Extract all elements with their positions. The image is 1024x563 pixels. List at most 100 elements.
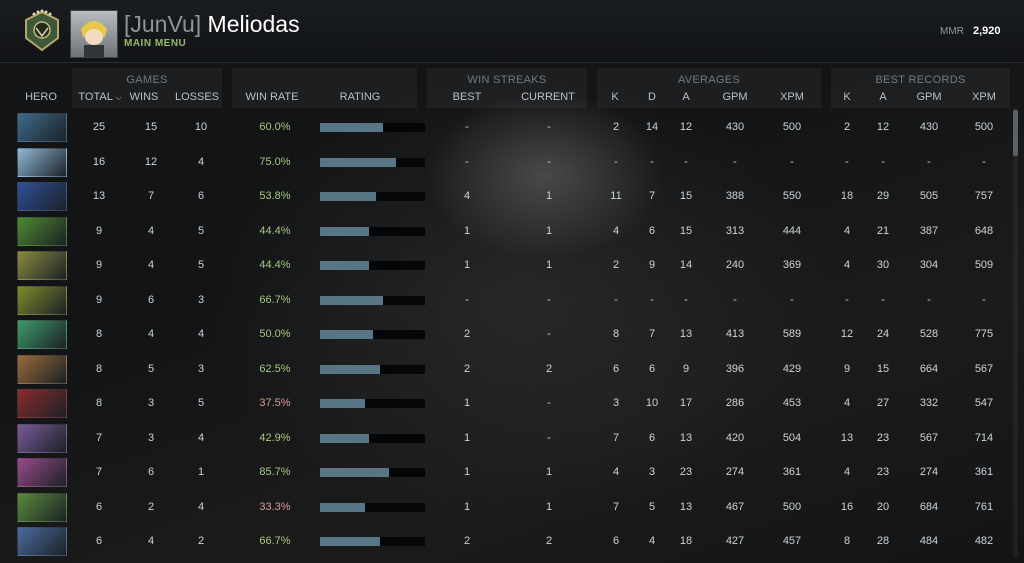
player-name: [JunVu] Meliodas bbox=[124, 11, 300, 38]
table-row[interactable]: 8 3 5 37.5% 1 - 3 10 17 286 453 4 27 332 547 bbox=[0, 386, 1010, 420]
cell-avg-k: 2 bbox=[612, 121, 620, 133]
hero-portrait-5-icon[interactable] bbox=[17, 251, 67, 280]
scrollbar-track[interactable] bbox=[1013, 108, 1018, 558]
avatar[interactable] bbox=[70, 10, 118, 58]
cell-avg-gpm: 420 bbox=[725, 431, 745, 444]
cell-streak-best: 4 bbox=[463, 190, 471, 202]
hero-portrait-7-icon[interactable] bbox=[17, 320, 67, 349]
cell-streak-current: 1 bbox=[545, 224, 553, 237]
cell-best-gpm: - bbox=[927, 155, 931, 168]
cell-best-xpm: 567 bbox=[974, 362, 994, 375]
rating-bar bbox=[320, 192, 425, 201]
col-header-rating[interactable]: RATING bbox=[339, 91, 381, 103]
col-header-avg-k[interactable]: K bbox=[611, 91, 619, 103]
table-row[interactable]: 8 4 4 50.0% 2 - 8 7 13 413 589 12 24 528 775 bbox=[0, 317, 1010, 351]
cell-avg-gpm: 286 bbox=[725, 397, 745, 409]
main-menu-link[interactable]: MAIN MENU bbox=[124, 38, 187, 49]
cell-best-k: 4 bbox=[843, 397, 851, 409]
cell-best-xpm: 714 bbox=[974, 431, 994, 444]
cell-avg-gpm: 413 bbox=[725, 328, 745, 340]
cell-wins: 3 bbox=[147, 397, 155, 409]
cell-avg-gpm: - bbox=[733, 293, 737, 306]
col-header-best-xpm[interactable]: XPM bbox=[972, 91, 996, 103]
cell-win-rate: 60.0% bbox=[259, 121, 291, 133]
hero-portrait-12-icon[interactable] bbox=[17, 492, 67, 522]
cell-best-gpm: 664 bbox=[919, 362, 939, 375]
cell-best-xpm: 648 bbox=[974, 224, 994, 237]
cell-avg-a: 15 bbox=[679, 190, 693, 202]
col-header-total[interactable]: TOTAL ⌵ bbox=[74, 91, 126, 103]
cell-avg-k: 11 bbox=[610, 190, 622, 202]
hero-portrait-3-icon[interactable] bbox=[17, 182, 67, 211]
col-header-best-a[interactable]: A bbox=[879, 91, 887, 103]
hero-portrait-13-icon[interactable] bbox=[17, 527, 67, 556]
cell-streak-best: 2 bbox=[463, 362, 471, 375]
cell-total: 7 bbox=[95, 431, 103, 444]
cell-avg-d: 3 bbox=[648, 466, 656, 478]
cell-best-gpm: - bbox=[927, 293, 931, 306]
cell-wins: 6 bbox=[147, 293, 155, 306]
table-row[interactable]: 6 2 4 33.3% 1 1 7 5 13 467 500 16 20 684 761 bbox=[0, 490, 1010, 524]
mmr-value: 2,920 bbox=[973, 25, 1001, 37]
cell-streak-current: - bbox=[547, 328, 551, 340]
col-header-avg-a[interactable]: A bbox=[682, 91, 690, 103]
profile-header: [JunVu] Meliodas MAIN MENU MMR 2,920 bbox=[0, 0, 1024, 63]
table-row[interactable]: 6 4 2 66.7% 2 2 6 4 18 427 457 8 28 484 482 bbox=[0, 524, 1010, 558]
table-row[interactable]: 13 7 6 53.8% 4 1 11 7 15 388 550 18 29 505 757 bbox=[0, 179, 1010, 213]
cell-best-k: 16 bbox=[840, 500, 854, 513]
hero-portrait-4-icon[interactable] bbox=[17, 216, 67, 246]
table-row[interactable]: 7 3 4 42.9% 1 - 7 6 13 420 504 13 23 567 714 bbox=[0, 421, 1010, 455]
hero-portrait-6-icon[interactable] bbox=[17, 285, 67, 315]
rating-bar bbox=[320, 226, 425, 236]
cell-avg-xpm: 589 bbox=[782, 328, 802, 340]
cell-streak-current: 2 bbox=[545, 362, 553, 375]
cell-best-xpm: - bbox=[982, 155, 986, 168]
cell-losses: 4 bbox=[197, 155, 205, 168]
scrollbar-thumb[interactable] bbox=[1013, 110, 1018, 156]
cell-best-a: 29 bbox=[876, 190, 890, 202]
table-row[interactable]: 7 6 1 85.7% 1 1 4 3 23 274 361 4 23 274 361 bbox=[0, 455, 1010, 489]
col-header-avg-xpm[interactable]: XPM bbox=[780, 91, 804, 103]
rating-group-panel bbox=[232, 68, 417, 108]
averages-group-label: AVERAGES bbox=[677, 74, 741, 86]
col-header-avg-gpm[interactable]: GPM bbox=[722, 91, 748, 103]
col-header-win-rate[interactable]: WIN RATE bbox=[245, 91, 299, 103]
cell-losses: 2 bbox=[197, 535, 205, 547]
cell-avg-d: 14 bbox=[645, 121, 659, 133]
cell-avg-d: 6 bbox=[648, 224, 656, 237]
table-row[interactable]: 16 12 4 75.0% - - - - - - - - - - - bbox=[0, 145, 1010, 179]
cell-total: 16 bbox=[92, 155, 106, 168]
hero-portrait-10-icon[interactable] bbox=[17, 423, 67, 453]
cell-best-a: 20 bbox=[876, 500, 890, 513]
hero-portrait-9-icon[interactable] bbox=[17, 389, 67, 418]
col-header-losses[interactable]: LOSSES bbox=[174, 91, 220, 103]
cell-avg-k: 2 bbox=[612, 259, 620, 271]
col-header-hero[interactable]: HERO bbox=[25, 91, 57, 103]
hero-portrait-11-icon[interactable] bbox=[17, 458, 67, 487]
table-row[interactable]: 8 5 3 62.5% 2 2 6 6 9 396 429 9 15 664 567 bbox=[0, 352, 1010, 386]
cell-avg-d: 7 bbox=[648, 190, 656, 202]
table-row[interactable]: 9 6 3 66.7% - - - - - - - - - - - bbox=[0, 283, 1010, 317]
hero-portrait-2-icon[interactable] bbox=[17, 147, 67, 177]
cell-total: 8 bbox=[95, 328, 103, 340]
col-header-avg-d[interactable]: D bbox=[648, 91, 656, 103]
cell-win-rate: 50.0% bbox=[259, 328, 291, 340]
cell-avg-xpm: 500 bbox=[782, 121, 802, 133]
table-row[interactable]: 25 15 10 60.0% - - 2 14 12 430 500 2 12 430 500 bbox=[0, 110, 1010, 144]
col-header-best-gpm[interactable]: GPM bbox=[916, 91, 942, 103]
col-header-wins[interactable]: WINS bbox=[129, 91, 159, 103]
rating-bar bbox=[320, 364, 425, 374]
col-header-total-label: TOTAL bbox=[78, 91, 113, 103]
cell-avg-gpm: - bbox=[733, 155, 737, 168]
hero-portrait-1-icon[interactable] bbox=[17, 113, 67, 142]
user-avatar-icon bbox=[81, 21, 107, 57]
table-row[interactable]: 9 4 5 44.4% 1 1 2 9 14 240 369 4 30 304 509 bbox=[0, 248, 1010, 282]
rating-bar-fill bbox=[320, 502, 365, 512]
col-header-best-k[interactable]: K bbox=[843, 91, 851, 103]
rating-bar-fill bbox=[320, 226, 369, 236]
col-header-streak-current[interactable]: CURRENT bbox=[521, 91, 575, 103]
table-row[interactable]: 9 4 5 44.4% 1 1 4 6 15 313 444 4 21 387 648 bbox=[0, 214, 1010, 248]
hero-portrait-8-icon[interactable] bbox=[17, 354, 67, 384]
col-header-streak-best[interactable]: BEST bbox=[452, 91, 482, 103]
cell-avg-a: - bbox=[684, 293, 688, 306]
